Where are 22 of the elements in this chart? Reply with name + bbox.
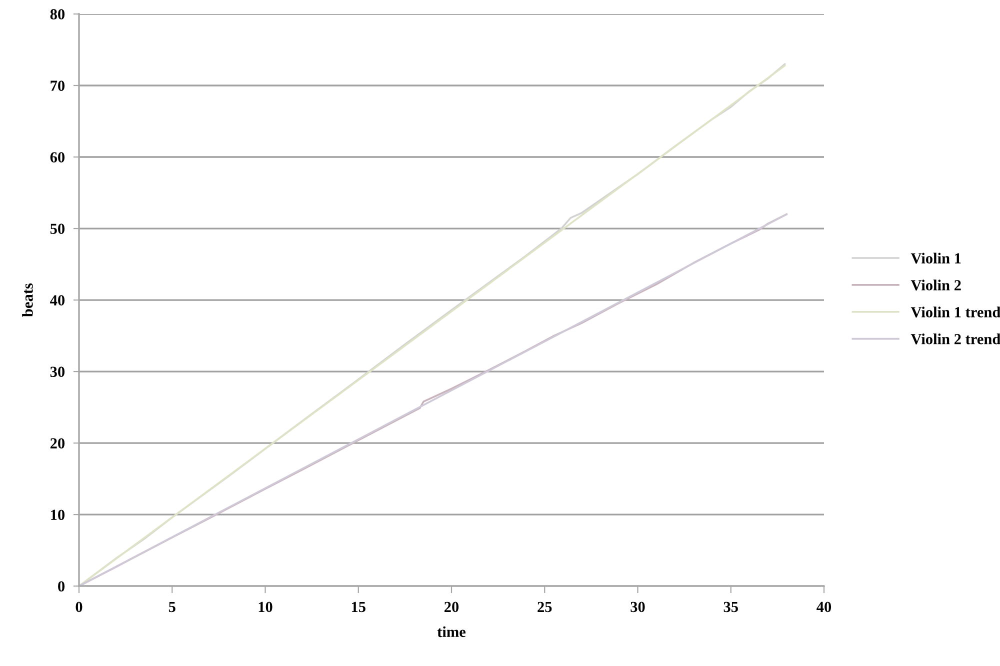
- y-tick-label: 70: [50, 80, 65, 91]
- y-tick-label: 60: [50, 152, 65, 162]
- y-axis-title: beats: [22, 283, 33, 317]
- x-tick-label: 20: [444, 602, 459, 612]
- x-tick-label: 40: [816, 602, 832, 612]
- x-tick-label: 30: [630, 602, 645, 612]
- y-tick-label: 30: [50, 366, 65, 377]
- legend-label: Violin 1: [910, 252, 961, 264]
- legend-label: Violin 2: [910, 280, 961, 291]
- x-tick-label: 10: [258, 602, 272, 612]
- x-tick-label: 5: [168, 602, 176, 612]
- x-tick-label: 35: [724, 602, 738, 612]
- y-tick-label: 20: [50, 438, 65, 449]
- y-tick-label: 0: [58, 581, 65, 592]
- y-tick-label: 50: [50, 224, 65, 234]
- y-tick-label: 80: [50, 9, 65, 20]
- y-tick-label: 40: [50, 295, 65, 306]
- x-axis-title: time: [437, 626, 466, 638]
- y-tick-label: 10: [51, 510, 65, 520]
- x-tick-label: 25: [538, 602, 552, 612]
- x-tick-label: 15: [352, 602, 366, 612]
- x-tick-label: 0: [76, 602, 82, 612]
